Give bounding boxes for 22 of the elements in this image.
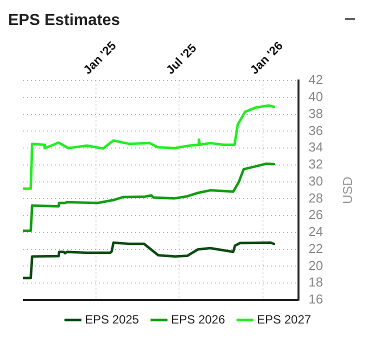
x-tick-label: Jan '25 [80, 38, 120, 77]
y-tick-label: 42 [308, 72, 324, 88]
y-tick-label: 26 [308, 207, 324, 222]
x-tick-label: Jul '25 [163, 40, 200, 77]
x-tick-label: Jan '26 [247, 38, 286, 77]
y-tick-label: 22 [308, 240, 324, 256]
y-tick-label: 18 [308, 274, 324, 290]
y-tick-label: 38 [308, 106, 324, 121]
legend-label: EPS 2027 [257, 312, 312, 326]
y-tick-label: 30 [308, 173, 324, 188]
y-tick-label: 34 [308, 140, 324, 155]
chart-title: EPS Estimates [8, 12, 120, 30]
legend-label: EPS 2026 [170, 312, 226, 326]
y-axis-title: USD [340, 176, 356, 204]
y-tick-label: 28 [308, 190, 324, 206]
y-tick-label: 24 [308, 224, 324, 240]
legend-label: EPS 2025 [84, 312, 140, 326]
y-tick-label: 32 [308, 156, 324, 172]
y-tick-label: 20 [308, 258, 324, 273]
y-tick-label: 36 [308, 122, 324, 138]
y-tick-label: 40 [308, 89, 324, 104]
y-tick-label: 16 [308, 292, 324, 307]
